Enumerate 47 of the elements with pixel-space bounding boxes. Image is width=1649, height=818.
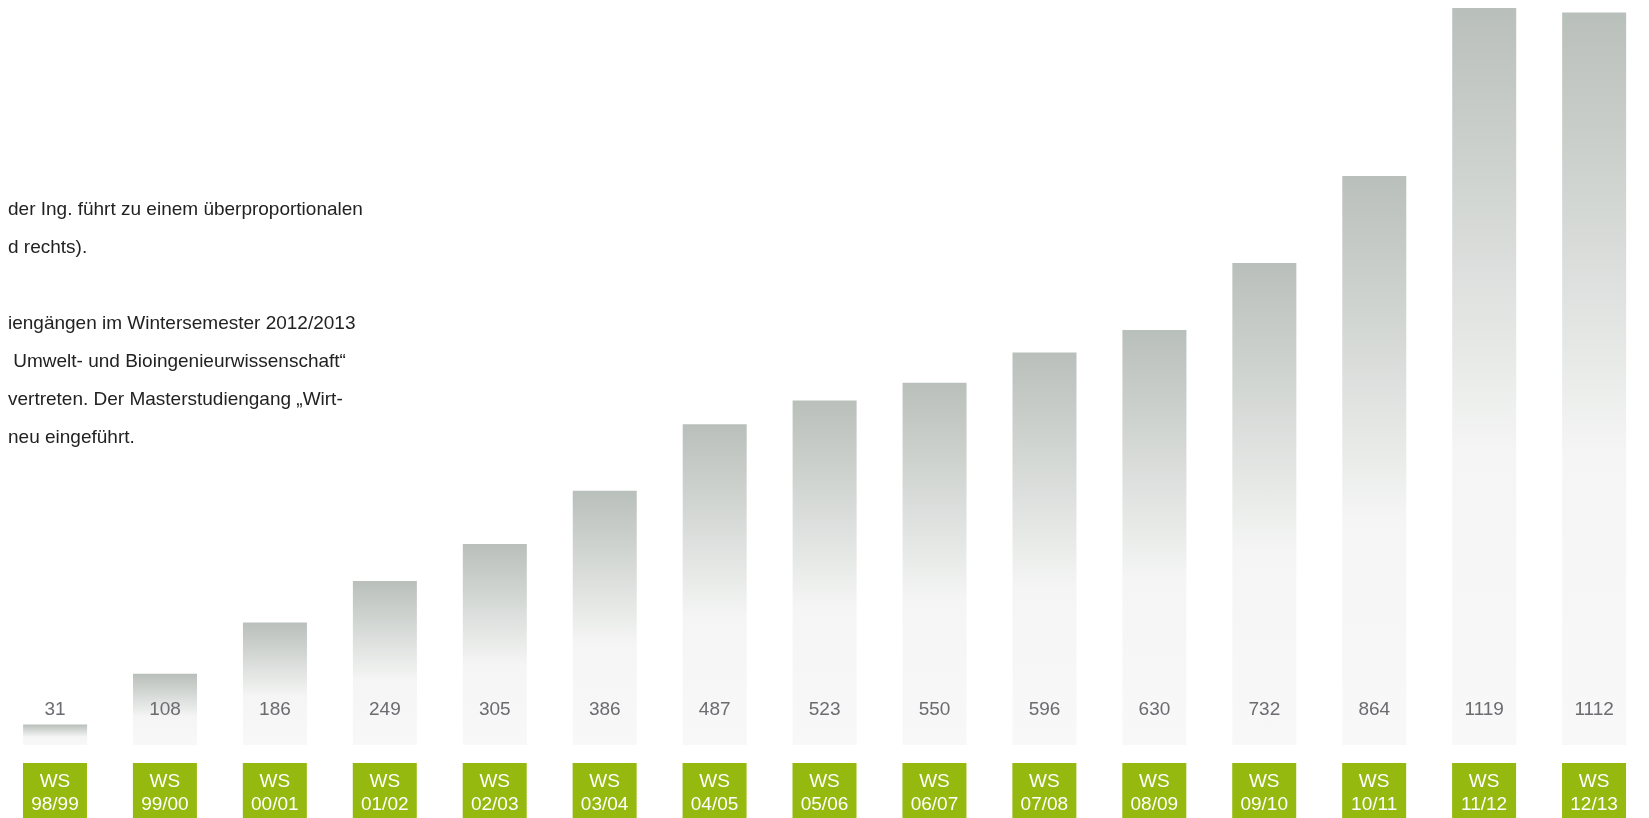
bar [352, 581, 417, 745]
data-label: 108 [149, 698, 181, 719]
data-label: 487 [698, 698, 731, 719]
data-label: 249 [369, 698, 401, 719]
bar [1012, 352, 1077, 745]
bar [1232, 262, 1297, 745]
x-tick-label: WS 12/13 [1570, 770, 1618, 814]
x-tick-label: WS 03/04 [580, 770, 629, 814]
data-label: 31 [44, 698, 66, 719]
x-tick-label: WS 09/10 [1240, 770, 1289, 814]
x-tick-label: WS 04/05 [690, 770, 739, 814]
data-label: 1112 [1574, 698, 1614, 719]
x-tick-label: WS 01/02 [360, 770, 409, 814]
annotation: iengängen im Wintersemester 2012/2013 Umwelt- und Bioingenieurwissenschaft“ vertreten. Der Masterstudiengang „Wirt- neu eingeführt. [8, 311, 357, 449]
bar [133, 673, 198, 745]
x-tick-label: WS 07/08 [1020, 770, 1069, 814]
data-label: 596 [1028, 698, 1061, 719]
data-label: 305 [478, 698, 511, 719]
bar [682, 424, 747, 745]
x-tick-label: WS 05/06 [800, 770, 849, 814]
x-tick-label: WS 10/11 [1351, 770, 1398, 814]
bar [1122, 330, 1187, 745]
data-label: 1119 [1464, 698, 1504, 719]
data-label: 386 [588, 698, 621, 719]
data-label: 550 [918, 698, 951, 719]
bar [1452, 8, 1517, 745]
bar [572, 490, 637, 745]
bar [242, 622, 307, 745]
x-tick-label: WS 00/01 [251, 770, 299, 814]
x-tick-label: WS 11/12 [1461, 770, 1508, 814]
bar [902, 382, 967, 745]
x-tick-label: WS 06/07 [910, 770, 959, 814]
bar [23, 724, 88, 745]
annotation: der Ing. führt zu einem überproportionalen d rechts). [8, 197, 363, 259]
data-label: 630 [1138, 698, 1171, 719]
data-label: 523 [808, 698, 841, 719]
x-tick-label: WS 02/03 [470, 770, 519, 814]
bar [462, 544, 527, 745]
x-tick-label: WS 99/00 [141, 770, 189, 814]
x-tick-label: WS 98/99 [31, 770, 79, 814]
data-label: 732 [1248, 698, 1281, 719]
bar [1342, 175, 1407, 745]
bar [792, 400, 857, 745]
x-tick-label: WS 08/09 [1130, 770, 1179, 814]
bar [1562, 12, 1627, 745]
data-label: 864 [1358, 698, 1391, 719]
data-label: 186 [259, 698, 291, 719]
